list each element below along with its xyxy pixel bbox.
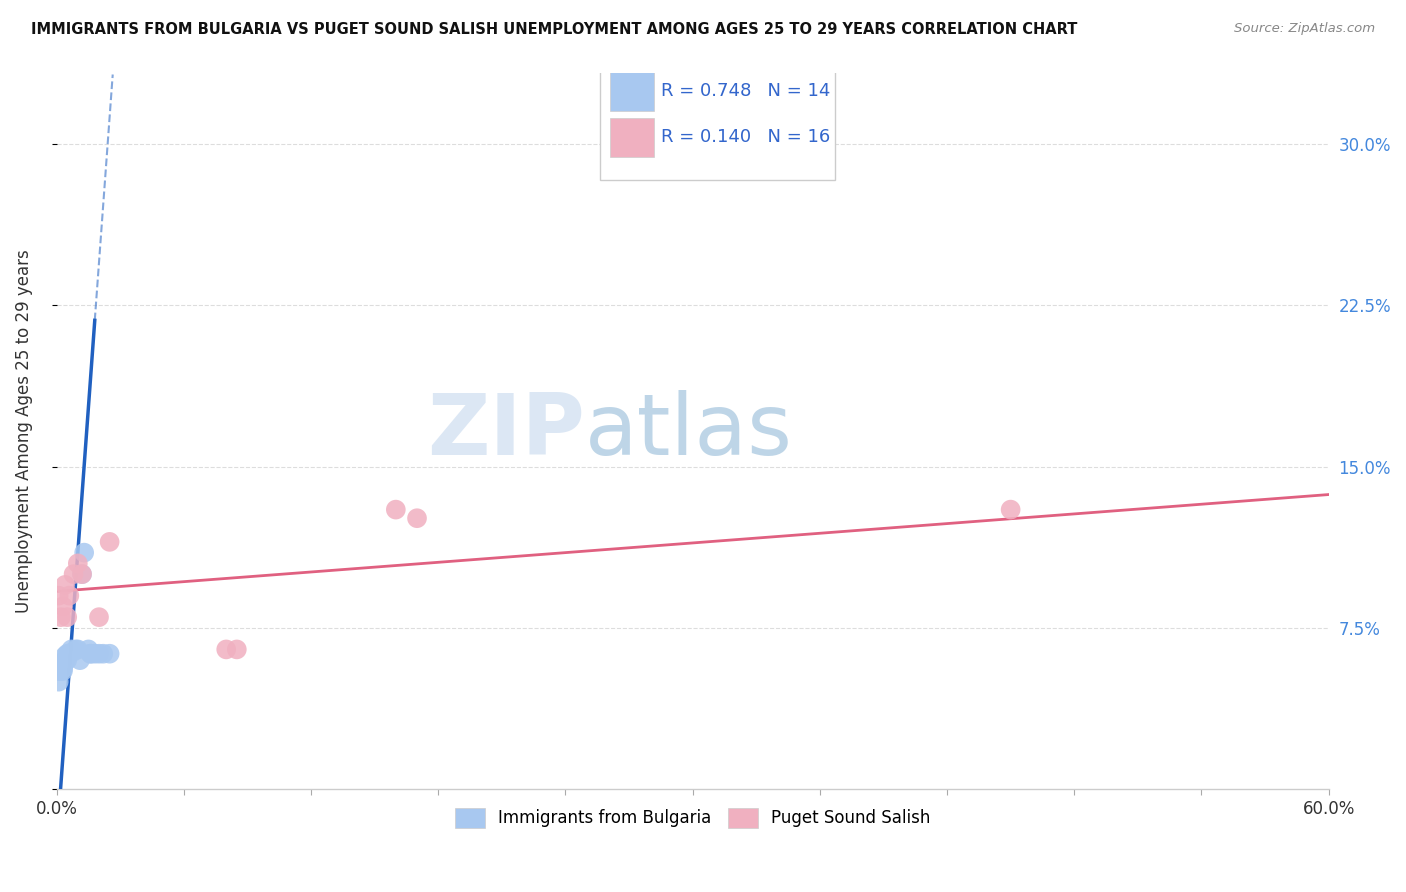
- Point: [87, 610, 110, 624]
- FancyBboxPatch shape: [600, 70, 835, 180]
- Point: [98, 534, 121, 549]
- Point: [52, 599, 75, 614]
- Text: atlas: atlas: [585, 390, 793, 473]
- Point: [87, 647, 110, 661]
- Point: [70, 567, 93, 582]
- Point: [385, 502, 408, 516]
- Legend: Immigrants from Bulgaria, Puget Sound Salish: Immigrants from Bulgaria, Puget Sound Sa…: [449, 801, 938, 835]
- Point: [49, 664, 72, 678]
- Point: [52, 659, 75, 673]
- Point: [56, 610, 79, 624]
- Point: [70, 567, 93, 582]
- Point: [62, 567, 84, 582]
- Point: [65, 642, 87, 657]
- FancyBboxPatch shape: [610, 71, 654, 111]
- Point: [66, 642, 89, 657]
- Text: N = 16: N = 16: [756, 128, 831, 146]
- Point: [91, 647, 114, 661]
- Point: [48, 674, 70, 689]
- Point: [60, 642, 83, 657]
- Point: [56, 653, 79, 667]
- Point: [1000, 502, 1022, 516]
- Text: N = 14: N = 14: [756, 82, 831, 100]
- Point: [98, 647, 121, 661]
- Text: Source: ZipAtlas.com: Source: ZipAtlas.com: [1234, 22, 1375, 36]
- Point: [49, 610, 72, 624]
- Point: [53, 578, 76, 592]
- Point: [62, 644, 84, 658]
- Point: [58, 647, 80, 661]
- Point: [215, 642, 238, 657]
- Point: [53, 648, 76, 663]
- Point: [77, 642, 100, 657]
- Point: [56, 647, 79, 661]
- Point: [66, 557, 89, 571]
- Text: IMMIGRANTS FROM BULGARIA VS PUGET SOUND SALISH UNEMPLOYMENT AMONG AGES 25 TO 29 : IMMIGRANTS FROM BULGARIA VS PUGET SOUND …: [31, 22, 1077, 37]
- Point: [79, 647, 101, 661]
- Point: [48, 589, 70, 603]
- Text: R = 0.748: R = 0.748: [661, 82, 751, 100]
- Text: R = 0.140: R = 0.140: [661, 128, 751, 146]
- Point: [53, 653, 76, 667]
- Point: [52, 662, 75, 676]
- Point: [69, 653, 91, 667]
- Point: [49, 664, 72, 678]
- FancyBboxPatch shape: [610, 118, 654, 157]
- Point: [73, 546, 96, 560]
- Y-axis label: Unemployment Among Ages 25 to 29 years: Unemployment Among Ages 25 to 29 years: [15, 249, 32, 613]
- Point: [406, 511, 429, 525]
- Point: [79, 647, 101, 661]
- Point: [225, 642, 247, 657]
- Point: [58, 589, 80, 603]
- Point: [83, 647, 105, 661]
- Point: [48, 664, 70, 678]
- Point: [52, 664, 75, 678]
- Text: ZIP: ZIP: [427, 390, 585, 473]
- Point: [52, 657, 75, 672]
- Point: [49, 657, 72, 672]
